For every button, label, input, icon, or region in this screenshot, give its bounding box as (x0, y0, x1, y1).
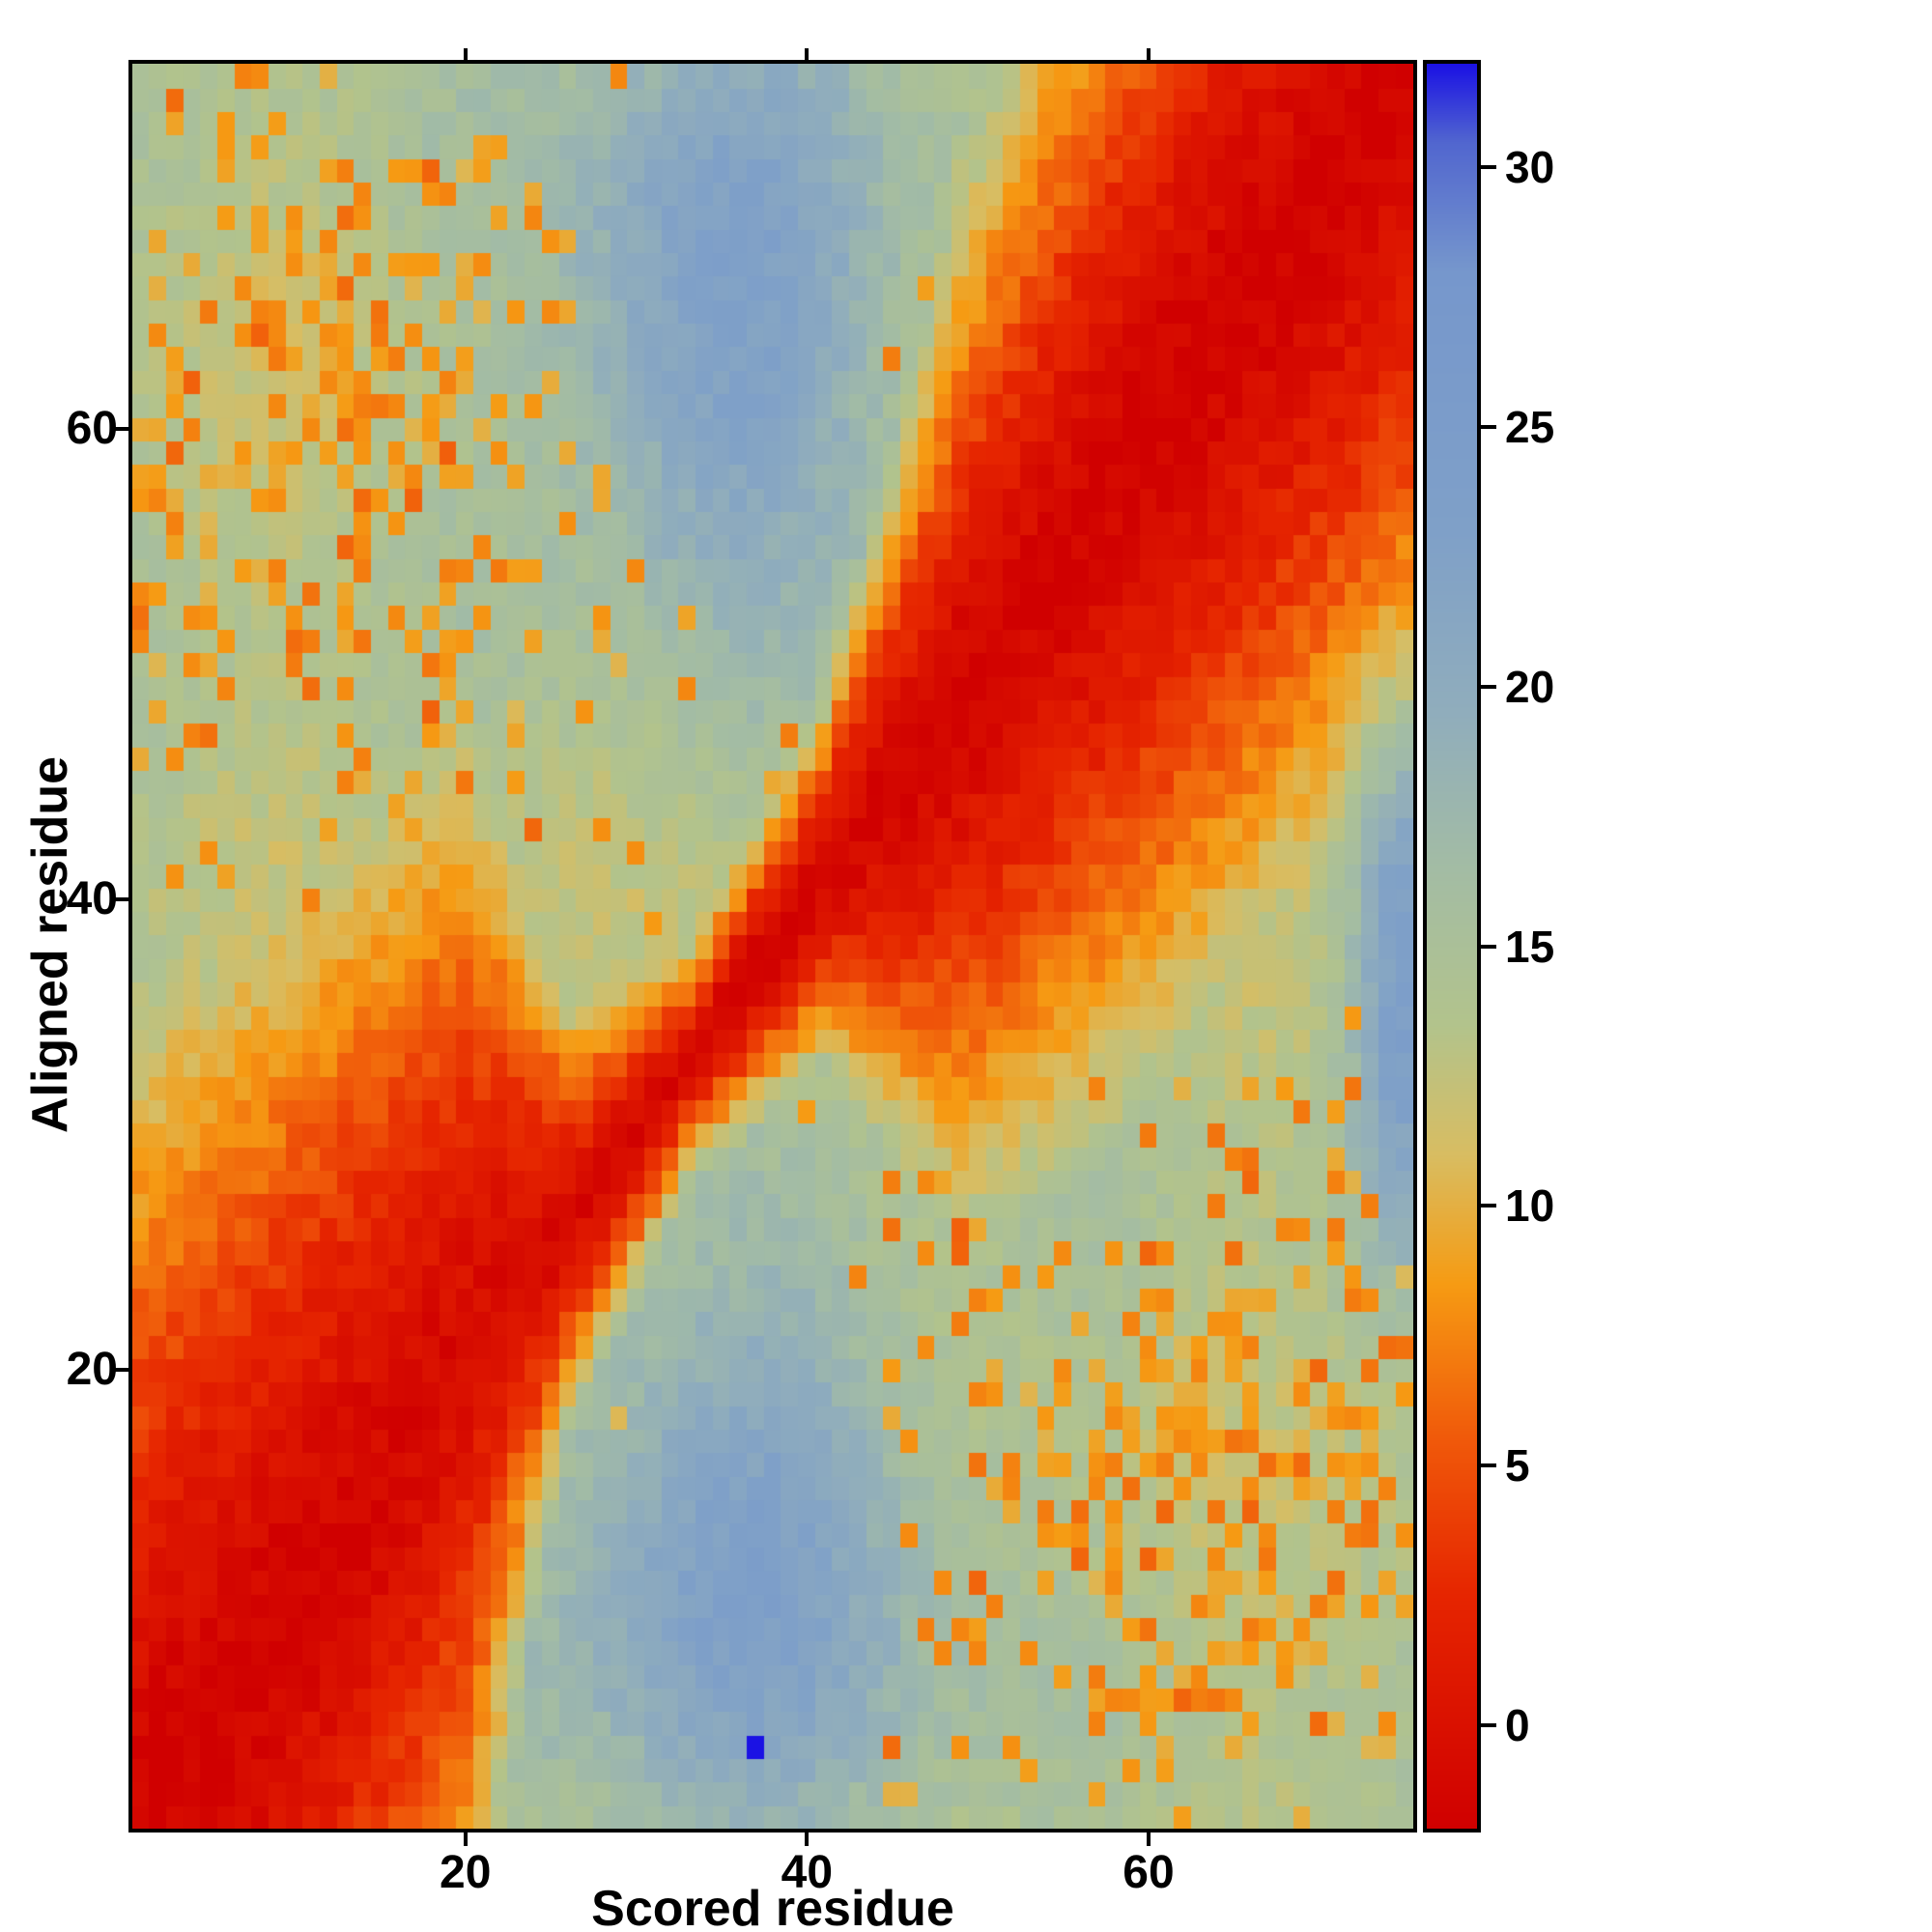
y-tick-label: 40 (66, 872, 118, 924)
plot-frame (128, 60, 1417, 1833)
colorbar-tick-label: 0 (1505, 1699, 1530, 1750)
x-tick-label: 60 (1122, 1847, 1175, 1898)
colorbar-tick (1477, 1204, 1496, 1208)
heatmap-canvas (132, 64, 1413, 1829)
y-axis-label: Aligned residue (22, 755, 78, 1134)
colorbar-tick (1477, 944, 1496, 949)
colorbar-frame (1423, 60, 1481, 1833)
colorbar-tick-label: 30 (1505, 142, 1555, 193)
y-axis-tick (111, 426, 132, 431)
x-axis-tick (805, 1829, 810, 1846)
colorbar-tick-label: 5 (1505, 1439, 1530, 1491)
colorbar-tick (1477, 1722, 1496, 1727)
x-axis-top-tick (463, 48, 468, 60)
colorbar-tick-label: 15 (1505, 921, 1555, 972)
y-axis-tick (111, 1367, 132, 1372)
y-tick-label: 60 (66, 402, 118, 454)
x-axis-tick (463, 1829, 468, 1846)
colorbar-tick (1477, 165, 1496, 170)
colorbar-canvas (1427, 64, 1477, 1829)
colorbar-tick (1477, 1463, 1496, 1467)
x-axis-tick (1146, 1829, 1151, 1846)
x-tick-label: 40 (781, 1847, 834, 1898)
x-tick-label: 20 (440, 1847, 492, 1898)
colorbar-tick-label: 25 (1505, 402, 1555, 453)
x-axis-top-tick (805, 48, 810, 60)
y-axis-tick (111, 896, 132, 901)
colorbar-tick (1477, 684, 1496, 689)
colorbar-tick-label: 20 (1505, 661, 1555, 712)
y-tick-label: 20 (66, 1343, 118, 1395)
colorbar-tick-label: 10 (1505, 1180, 1555, 1232)
x-axis-top-tick (1146, 48, 1151, 60)
colorbar-tick (1477, 425, 1496, 430)
x-axis-label: Scored residue (591, 1881, 954, 1932)
